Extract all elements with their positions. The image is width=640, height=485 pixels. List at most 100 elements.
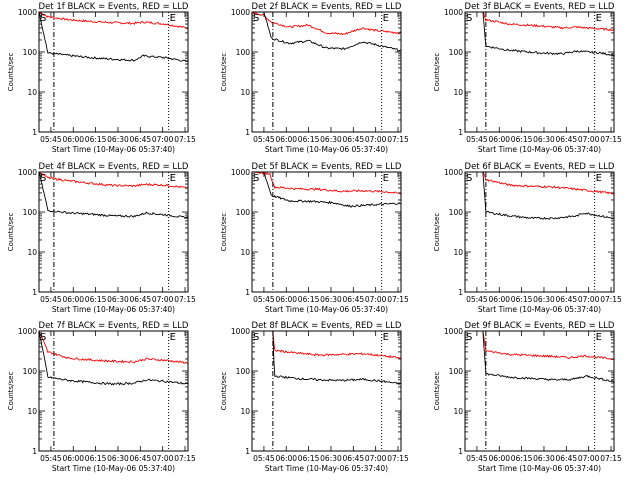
x-tick-label: 06:30: [533, 295, 555, 304]
y-tick-label: 1000: [231, 327, 250, 336]
events-series-line: [465, 171, 615, 220]
marker-e-label: E: [596, 13, 602, 24]
x-tick-label: 05:45: [466, 454, 488, 463]
x-tick-label: 06:00: [62, 454, 84, 463]
x-tick-label: 06:30: [320, 135, 342, 144]
x-tick-label: 06:00: [62, 135, 84, 144]
lld-series-line: [252, 330, 402, 359]
chart-title: Det 6f BLACK = Events, RED = LLD: [465, 162, 615, 172]
x-tick-label: 07:15: [174, 135, 196, 144]
y-tick-label: 10: [453, 407, 463, 416]
y-tick-label: 10: [27, 407, 37, 416]
x-axis-label: Start Time (10-May-06 05:37:40): [265, 145, 388, 154]
x-tick-label: 06:00: [275, 454, 297, 463]
chart-title: Det 2f BLACK = Events, RED = LLD: [252, 2, 402, 12]
x-tick-label: 05:45: [40, 135, 62, 144]
y-tick-label: 100: [449, 48, 464, 57]
marker-e-label: E: [383, 13, 389, 24]
lld-series-line: [251, 11, 402, 36]
x-tick-label: 06:30: [107, 454, 129, 463]
y-tick-label: 100: [449, 208, 464, 217]
marker-e-label: E: [383, 332, 389, 343]
x-tick-label: 06:30: [533, 454, 555, 463]
x-tick-label: 06:00: [488, 454, 510, 463]
chart-title: Det 5f BLACK = Events, RED = LLD: [252, 162, 402, 172]
y-tick-label: 10: [27, 88, 37, 97]
x-tick-label: 07:00: [578, 135, 600, 144]
lld-series-line: [465, 11, 615, 32]
plot-frame: [38, 330, 189, 452]
events-series-line: [38, 11, 189, 63]
x-tick-label: 07:15: [387, 295, 409, 304]
y-tick-label: 1000: [18, 327, 37, 336]
y-axis-label: Counts/sec: [433, 53, 441, 92]
marker-s-label: S: [253, 13, 259, 24]
x-tick-label: 06:00: [488, 295, 510, 304]
y-tick-label: 1: [32, 128, 37, 137]
x-tick-label: 07:00: [578, 454, 600, 463]
x-tick-label: 07:00: [365, 454, 387, 463]
x-tick-label: 06:45: [343, 295, 365, 304]
y-tick-label: 100: [236, 48, 251, 57]
x-tick-label: 07:00: [152, 135, 174, 144]
marker-e-label: E: [170, 332, 176, 343]
marker-e-label: E: [596, 173, 602, 184]
x-tick-label: 05:45: [253, 295, 275, 304]
x-tick-label: 07:15: [600, 454, 622, 463]
lld-series-line: [38, 171, 189, 190]
plot-frame: [38, 11, 189, 133]
x-tick-label: 06:15: [298, 295, 320, 304]
y-tick-label: 10: [240, 248, 250, 257]
x-tick-label: 06:00: [62, 295, 84, 304]
plot-frame: [464, 11, 615, 133]
x-axis-label: Start Time (10-May-06 05:37:40): [478, 305, 601, 314]
x-tick-label: 07:00: [152, 295, 174, 304]
events-series-line: [465, 11, 615, 57]
events-series-line: [252, 11, 402, 52]
x-tick-label: 07:15: [600, 135, 622, 144]
y-tick-label: 1000: [18, 168, 37, 177]
lld-series-line: [38, 11, 189, 30]
y-tick-label: 1: [32, 447, 37, 456]
lld-series-line: [465, 171, 615, 195]
y-axis-label: Counts/sec: [433, 213, 441, 252]
lld-series-line: [38, 330, 189, 365]
x-tick-label: 05:45: [40, 454, 62, 463]
y-tick-label: 100: [23, 367, 38, 376]
y-axis-label: Counts/sec: [433, 372, 441, 411]
x-tick-label: 06:15: [85, 135, 107, 144]
y-tick-label: 1: [458, 128, 463, 137]
events-series-line: [465, 330, 615, 383]
y-tick-label: 100: [449, 367, 464, 376]
events-series-line: [252, 171, 402, 208]
y-tick-label: 1000: [444, 8, 463, 17]
y-tick-label: 100: [236, 367, 251, 376]
plot-frame: [464, 171, 615, 293]
x-tick-label: 06:45: [130, 454, 152, 463]
marker-s-label: S: [40, 13, 46, 24]
y-tick-label: 1: [245, 447, 250, 456]
y-tick-label: 100: [236, 208, 251, 217]
marker-e-label: E: [170, 13, 176, 24]
lld-series-line: [465, 330, 615, 361]
events-series-line: [252, 330, 402, 386]
plot-frame: [251, 171, 402, 293]
x-tick-label: 07:00: [365, 295, 387, 304]
marker-s-label: S: [466, 173, 472, 184]
x-tick-label: 05:45: [466, 135, 488, 144]
chart-title: Det 8f BLACK = Events, RED = LLD: [252, 321, 402, 331]
events-series-line: [38, 330, 189, 386]
y-axis-label: Counts/sec: [220, 53, 228, 92]
x-tick-label: 06:15: [85, 454, 107, 463]
y-tick-label: 1000: [231, 8, 250, 17]
plot-frame: [38, 171, 189, 293]
x-tick-label: 06:00: [275, 135, 297, 144]
y-tick-label: 1000: [444, 327, 463, 336]
y-tick-label: 10: [453, 248, 463, 257]
x-tick-label: 07:00: [152, 454, 174, 463]
